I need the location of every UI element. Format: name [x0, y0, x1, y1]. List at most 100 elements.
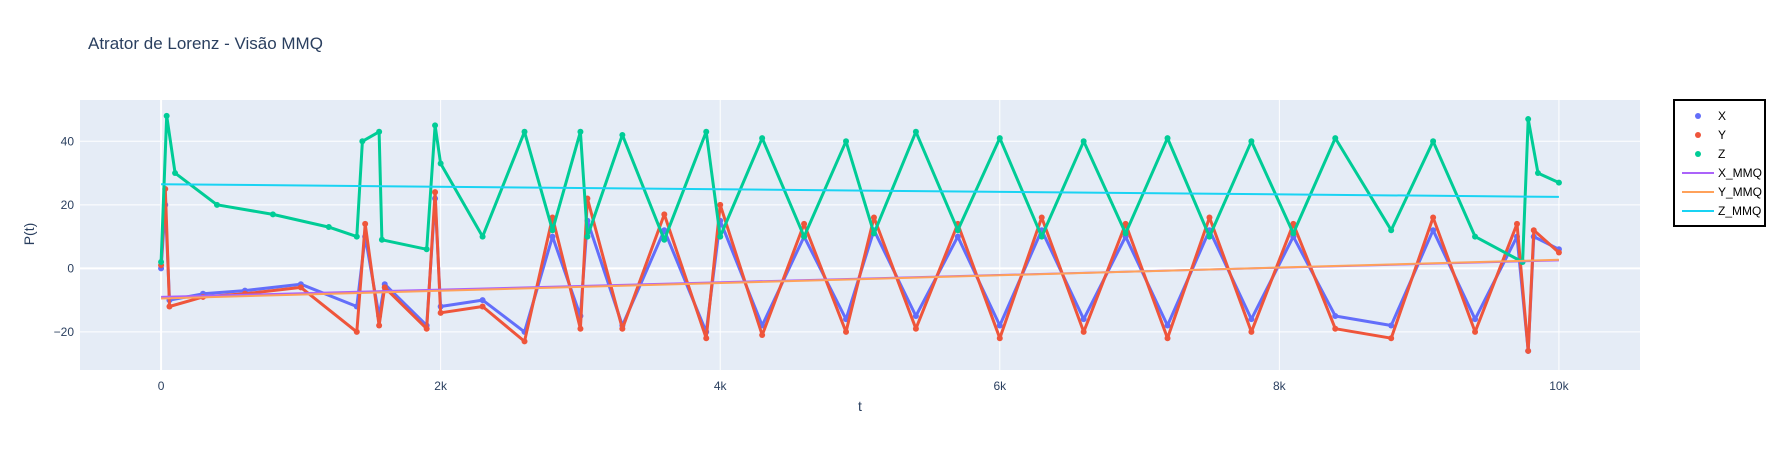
fit-line	[161, 183, 1559, 198]
legend-item-z[interactable]: Z	[1695, 147, 1725, 161]
x-axis-ticks: 0 2k 4k 6k 8k 10k	[158, 379, 1570, 393]
data-point	[432, 122, 439, 129]
data-point	[521, 338, 528, 345]
x-axis-label: t	[858, 398, 862, 414]
y-tick-label: 20	[61, 198, 75, 212]
data-point	[1122, 220, 1129, 227]
data-point	[1534, 170, 1541, 177]
data-point	[1080, 316, 1087, 323]
data-point	[1555, 179, 1562, 186]
data-point	[1248, 138, 1255, 145]
data-point	[619, 131, 626, 138]
series-trace	[159, 187, 1560, 353]
legend-label: X_MMQ	[1718, 166, 1762, 180]
data-point	[269, 211, 276, 218]
data-point	[1038, 214, 1045, 221]
data-point	[479, 303, 486, 310]
series-z	[158, 112, 1562, 265]
x-tick-label: 8k	[1273, 379, 1287, 393]
data-point	[1332, 325, 1339, 332]
data-point	[1430, 214, 1437, 221]
data-point	[376, 128, 383, 135]
data-point	[549, 214, 556, 221]
data-point	[423, 325, 430, 332]
data-point	[661, 227, 668, 234]
data-point	[359, 138, 366, 145]
data-point	[870, 214, 877, 221]
data-point	[158, 259, 165, 265]
legend-marker	[1695, 151, 1701, 157]
data-point	[172, 170, 179, 177]
data-point	[423, 246, 430, 253]
data-point	[703, 128, 710, 135]
data-point	[661, 211, 668, 218]
data-point	[759, 135, 766, 142]
data-point	[1332, 135, 1339, 142]
data-point	[912, 325, 919, 332]
data-point	[376, 322, 383, 329]
data-point	[996, 322, 1003, 329]
data-point	[1164, 135, 1171, 142]
data-point	[577, 325, 584, 332]
data-point	[1472, 233, 1479, 240]
data-point	[661, 236, 668, 243]
data-point	[437, 160, 444, 167]
legend-item-x-mmq[interactable]: X_MMQ	[1682, 166, 1762, 180]
legend-label: X	[1718, 109, 1726, 123]
legend-label: Y_MMQ	[1718, 185, 1762, 199]
data-point	[432, 189, 439, 196]
data-point	[1206, 233, 1213, 240]
data-point	[1513, 220, 1520, 227]
legend-item-z-mmq[interactable]: Z_MMQ	[1682, 204, 1761, 218]
data-point	[996, 135, 1003, 142]
series-y-mmq	[161, 258, 1559, 300]
data-point	[353, 233, 360, 240]
legend-item-x[interactable]: X	[1695, 109, 1726, 123]
data-point	[954, 227, 961, 234]
data-point	[163, 112, 170, 119]
legend-item-y[interactable]: Y	[1695, 128, 1726, 142]
data-point	[1388, 227, 1395, 234]
data-point	[1472, 316, 1479, 323]
data-point	[353, 328, 360, 335]
data-point	[549, 227, 556, 234]
data-point	[437, 309, 444, 316]
data-point	[577, 128, 584, 135]
data-point	[759, 332, 766, 339]
data-point	[1472, 328, 1479, 335]
legend-item-y-mmq[interactable]: Y_MMQ	[1682, 185, 1762, 199]
data-point	[1080, 138, 1087, 145]
data-point	[801, 220, 808, 227]
data-point	[1248, 316, 1255, 323]
y-tick-label: 40	[61, 134, 75, 148]
data-point	[1164, 335, 1171, 342]
grid	[80, 100, 1640, 370]
data-point	[378, 236, 385, 243]
data-point	[166, 303, 173, 310]
plot-area	[80, 100, 1640, 370]
series-trace	[159, 114, 1560, 264]
legend[interactable]: XYZ X_MMQ Y_MMQ Z_MMQ	[1673, 99, 1766, 227]
data-point	[1530, 227, 1537, 234]
legend-marker	[1695, 113, 1701, 119]
y-axis-ticks: −20 0 20 40	[54, 134, 75, 339]
data-point	[912, 128, 919, 135]
chart-title: Atrator de Lorenz - Visão MMQ	[88, 34, 323, 53]
data-point	[213, 201, 220, 208]
x-tick-label: 2k	[434, 379, 448, 393]
data-point	[479, 233, 486, 240]
x-tick-label: 0	[158, 379, 165, 393]
series-y	[158, 185, 1562, 354]
data-point	[1206, 214, 1213, 221]
data-point	[996, 335, 1003, 342]
data-point	[479, 297, 486, 304]
data-point	[717, 233, 724, 240]
data-point	[297, 284, 304, 291]
data-point	[843, 138, 850, 145]
data-layer	[158, 112, 1562, 354]
legend-box	[1673, 99, 1766, 227]
data-point	[619, 325, 626, 332]
data-point	[1430, 138, 1437, 145]
x-tick-label: 6k	[993, 379, 1007, 393]
